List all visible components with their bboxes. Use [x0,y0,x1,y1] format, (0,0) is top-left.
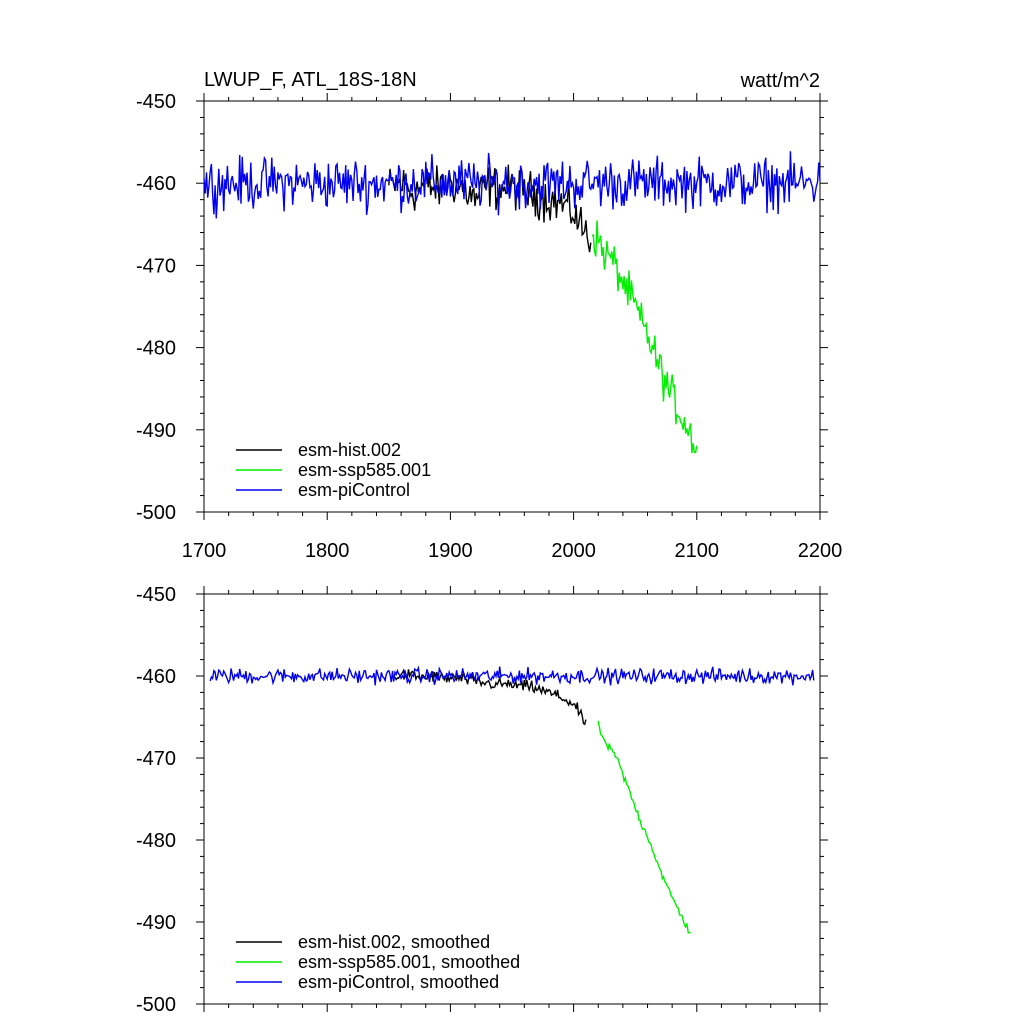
x-tick-label: 2100 [675,540,720,562]
y-tick-label: -500 [136,502,176,524]
legend-label-1: esm-hist.002, smoothed [298,932,490,952]
y-tick-label: -460 [136,666,176,688]
x-tick-label: 1900 [428,540,473,562]
x-tick-label: 2200 [798,540,843,562]
y-tick-label: -500 [136,994,176,1016]
y-tick-label: -490 [136,912,176,934]
chart-units: watt/m^2 [740,70,820,92]
chart-title: LWUP_F, ATL_18S-18N [204,69,417,91]
plot-frame [203,593,821,1005]
top-panel: -450 -460 -470 -480 -490 -500 1700 1800 1900 2000… [136,91,842,562]
y-tick-label: -480 [136,338,176,360]
series-line-1 [388,164,592,253]
plot-frame [203,100,821,513]
y-tick-label: -480 [136,830,176,852]
y-tick-label: -490 [136,420,176,442]
y-tick-label: -450 [136,584,176,606]
y-tick-label: -460 [136,173,176,195]
series-line-3 [209,665,815,686]
series-line-1 [394,668,587,726]
y-tick-label: -470 [136,748,176,770]
x-tick-label: 1700 [182,540,227,562]
x-tick-label: 1800 [305,540,350,562]
legend-label-2: esm-ssp585.001, smoothed [298,952,520,972]
legend-label-1: esm-hist.002 [298,440,401,460]
series-line-3 [203,151,821,219]
legend-label-3: esm-piControl [298,480,410,500]
bottom-panel: -450 -460 -470 -480 -490 -500 esm-hist.002, sm… [136,584,828,1016]
y-tick-label: -470 [136,255,176,277]
series-line-2 [597,720,691,934]
series-line-2 [591,220,698,454]
legend-label-2: esm-ssp585.001 [298,460,431,480]
y-tick-label: -450 [136,91,176,113]
x-tick-label: 2000 [551,540,596,562]
legend-label-3: esm-piControl, smoothed [298,972,499,992]
